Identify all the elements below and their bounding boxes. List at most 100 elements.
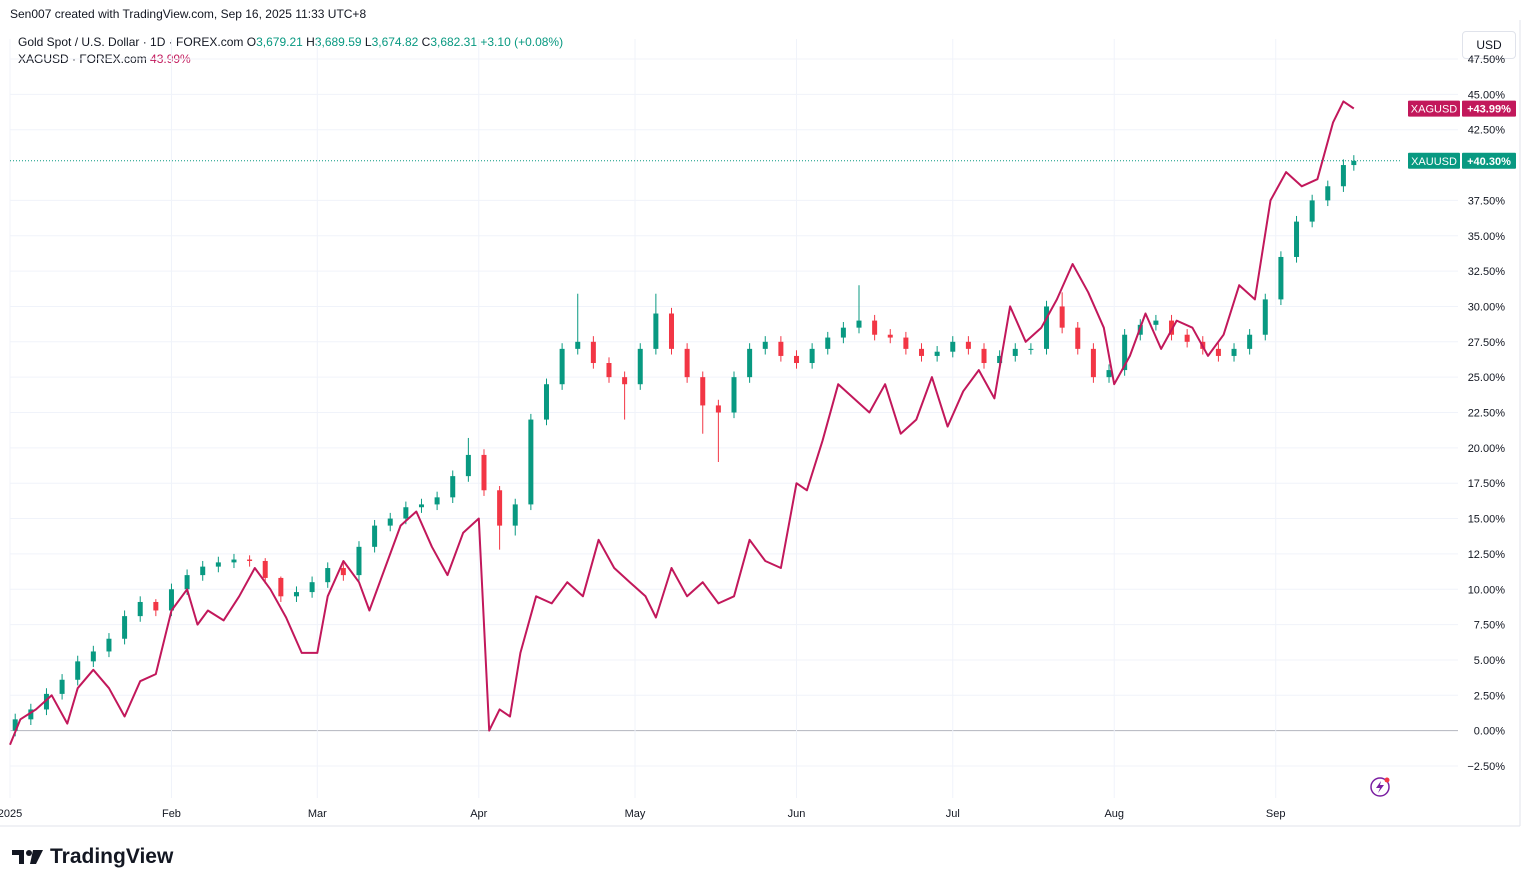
last-value-label: +40.30% — [1467, 156, 1511, 168]
candle-body — [497, 490, 503, 526]
candle-body — [543, 384, 549, 420]
last-value-tag — [1462, 152, 1516, 169]
candle-body — [340, 568, 346, 576]
candle-body — [1106, 370, 1112, 378]
chart-caption: Sen007 created with TradingView.com, Sep… — [10, 7, 367, 21]
candle-body — [325, 568, 331, 583]
candle-body — [309, 582, 315, 593]
y-tick-label: 10.00% — [1468, 584, 1506, 596]
candle-body — [715, 405, 721, 413]
candle-body — [1090, 348, 1096, 378]
candle-body — [59, 679, 65, 694]
candle-body — [450, 476, 456, 498]
y-tick-label: 15.00% — [1468, 514, 1506, 526]
candle-body — [856, 320, 862, 328]
high-label: H — [306, 35, 315, 49]
candle-body — [75, 661, 81, 680]
candle-body — [809, 348, 815, 364]
candle-body — [90, 651, 96, 662]
candle-body — [825, 337, 831, 349]
candle-body — [590, 341, 596, 364]
candle-body — [465, 454, 471, 477]
grid-layer — [9, 39, 1458, 798]
candle-body — [418, 504, 424, 508]
series-line-xagusd — [9, 100, 1355, 746]
candle-body — [1351, 160, 1357, 166]
candle-body — [1122, 334, 1128, 371]
symbol-name[interactable]: Gold Spot / U.S. Dollar · 1D · FOREX.com — [18, 35, 244, 49]
candle-body — [965, 341, 971, 349]
x-tick-label: Aug — [1104, 808, 1124, 820]
candle-body — [43, 693, 49, 710]
candle-body — [122, 616, 128, 639]
candle-body — [262, 560, 268, 578]
line-layer — [9, 100, 1400, 746]
candle-body — [637, 348, 643, 385]
candle-body — [840, 327, 846, 338]
candle-body — [997, 355, 1003, 364]
candle-body — [215, 562, 221, 567]
candle-body — [1325, 186, 1331, 201]
y-tick-label: 7.50% — [1474, 620, 1505, 632]
candle-body — [200, 566, 206, 576]
tradingview-logo-icon — [12, 850, 43, 864]
candle-body — [512, 504, 518, 526]
high-value: 3,689.59 — [314, 35, 362, 49]
x-tick-label: Jul — [946, 808, 960, 820]
candle-body — [981, 348, 987, 364]
candle-body — [28, 709, 34, 720]
candle-body — [372, 525, 378, 547]
series-name-label: XAUUSD — [1411, 156, 1457, 168]
candle-body — [231, 559, 237, 563]
candle-body — [481, 454, 487, 491]
y-tick-label: 25.00% — [1468, 372, 1506, 384]
candle-body — [934, 351, 940, 356]
candle-body — [1294, 221, 1300, 257]
brand-name: TradingView — [50, 845, 174, 868]
candle-body — [684, 348, 690, 378]
y-tick-label: 17.50% — [1468, 478, 1506, 490]
y-tick-label: 37.50% — [1468, 195, 1506, 207]
flash-icon[interactable] — [1370, 777, 1390, 797]
candle-body — [606, 363, 612, 378]
change-value: +3.10 (+0.08%) — [480, 35, 564, 49]
candle-body — [247, 559, 253, 561]
candle-body — [887, 334, 893, 338]
candle-body — [1012, 348, 1018, 356]
y-tick-label: 30.00% — [1468, 301, 1506, 313]
y-tick-label: 35.00% — [1468, 231, 1506, 243]
candle-body — [1153, 320, 1159, 325]
y-tick-label: 27.50% — [1468, 337, 1506, 349]
x-tick-label: 2025 — [0, 808, 22, 820]
candle-body — [106, 638, 112, 652]
candle-body — [403, 507, 409, 519]
candle-body — [528, 419, 534, 505]
x-tick-label: May — [625, 808, 646, 820]
close-label: C — [421, 35, 431, 49]
candle-body — [1075, 327, 1081, 349]
open-label: O — [246, 35, 257, 49]
currency-button[interactable]: USD — [1462, 31, 1516, 59]
y-tick-label: −2.50% — [1467, 761, 1505, 773]
candle-body — [184, 575, 190, 590]
candle-body — [1309, 200, 1315, 222]
label-layer: XAGUSD +43.99% XAUUSD +40.30% — [1408, 100, 1516, 169]
y-tick-label: 45.00% — [1468, 89, 1506, 101]
legend-main-row[interactable]: Gold Spot / U.S. Dollar · 1D · FOREX.com… — [18, 34, 563, 51]
candle-body — [668, 313, 674, 349]
candle-body — [731, 377, 737, 413]
candle-body — [700, 377, 706, 406]
candle-body — [137, 601, 143, 617]
x-tick-label: Feb — [162, 808, 181, 820]
candle-body — [1340, 165, 1346, 187]
candle-body — [278, 577, 284, 597]
candle-layer — [12, 155, 1357, 737]
x-tick-label: Sep — [1266, 808, 1286, 820]
candle-body — [919, 348, 925, 356]
open-value: 3,679.21 — [256, 35, 303, 49]
y-tick-label: 47.50% — [1468, 54, 1506, 66]
candle-body — [1169, 320, 1175, 335]
y-tick-label: 22.50% — [1468, 408, 1506, 420]
candle-body — [778, 341, 784, 356]
